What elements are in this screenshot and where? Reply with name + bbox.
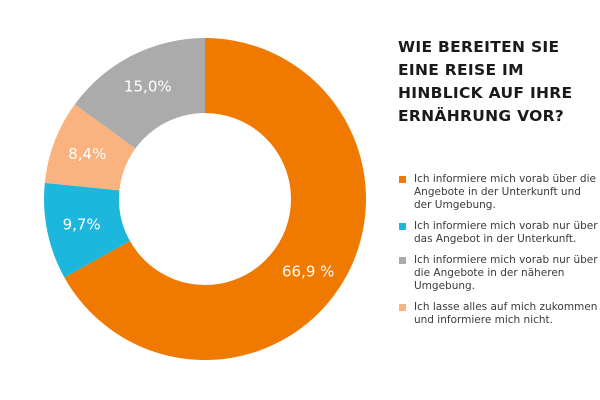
slice-value-label: 15,0% — [124, 78, 172, 96]
legend-item-label: Ich lasse alles auf mich zukommen und in… — [414, 301, 598, 326]
chart-legend: Ich informiere mich vorab über die Angeb… — [398, 173, 598, 335]
donut-slices — [43, 38, 367, 360]
legend-swatch — [399, 223, 406, 230]
legend-item: Ich informiere mich vorab über die Angeb… — [398, 173, 598, 212]
donut-slice — [43, 182, 130, 278]
donut-slice — [74, 38, 205, 149]
donut-slice — [64, 38, 367, 360]
legend-item: Ich lasse alles auf mich zukommen und in… — [398, 301, 598, 327]
slice-value-label: 9,7% — [63, 216, 101, 234]
slice-value-label: 66,9 % — [282, 262, 334, 280]
donut-slice-labels: 66,9 % 9,7% 8,4% 15,0% — [63, 78, 335, 281]
chart-title: WIE BEREITEN SIE EINE REISE IM HINBLICK … — [398, 38, 573, 125]
legend-item-label: Ich informiere mich vorab nur über die A… — [414, 254, 598, 292]
legend-item-label: Ich informiere mich vorab über die Angeb… — [414, 173, 596, 211]
legend-item: Ich informiere mich vorab nur über das A… — [398, 220, 598, 246]
legend-swatch — [399, 176, 406, 183]
legend-swatch — [399, 257, 406, 264]
legend-item: Ich informiere mich vorab nur über die A… — [398, 254, 598, 293]
donut-slice — [44, 104, 136, 191]
legend-swatch — [399, 304, 406, 311]
slice-value-label: 8,4% — [68, 145, 106, 163]
legend-item-label: Ich informiere mich vorab nur über das A… — [414, 220, 598, 245]
